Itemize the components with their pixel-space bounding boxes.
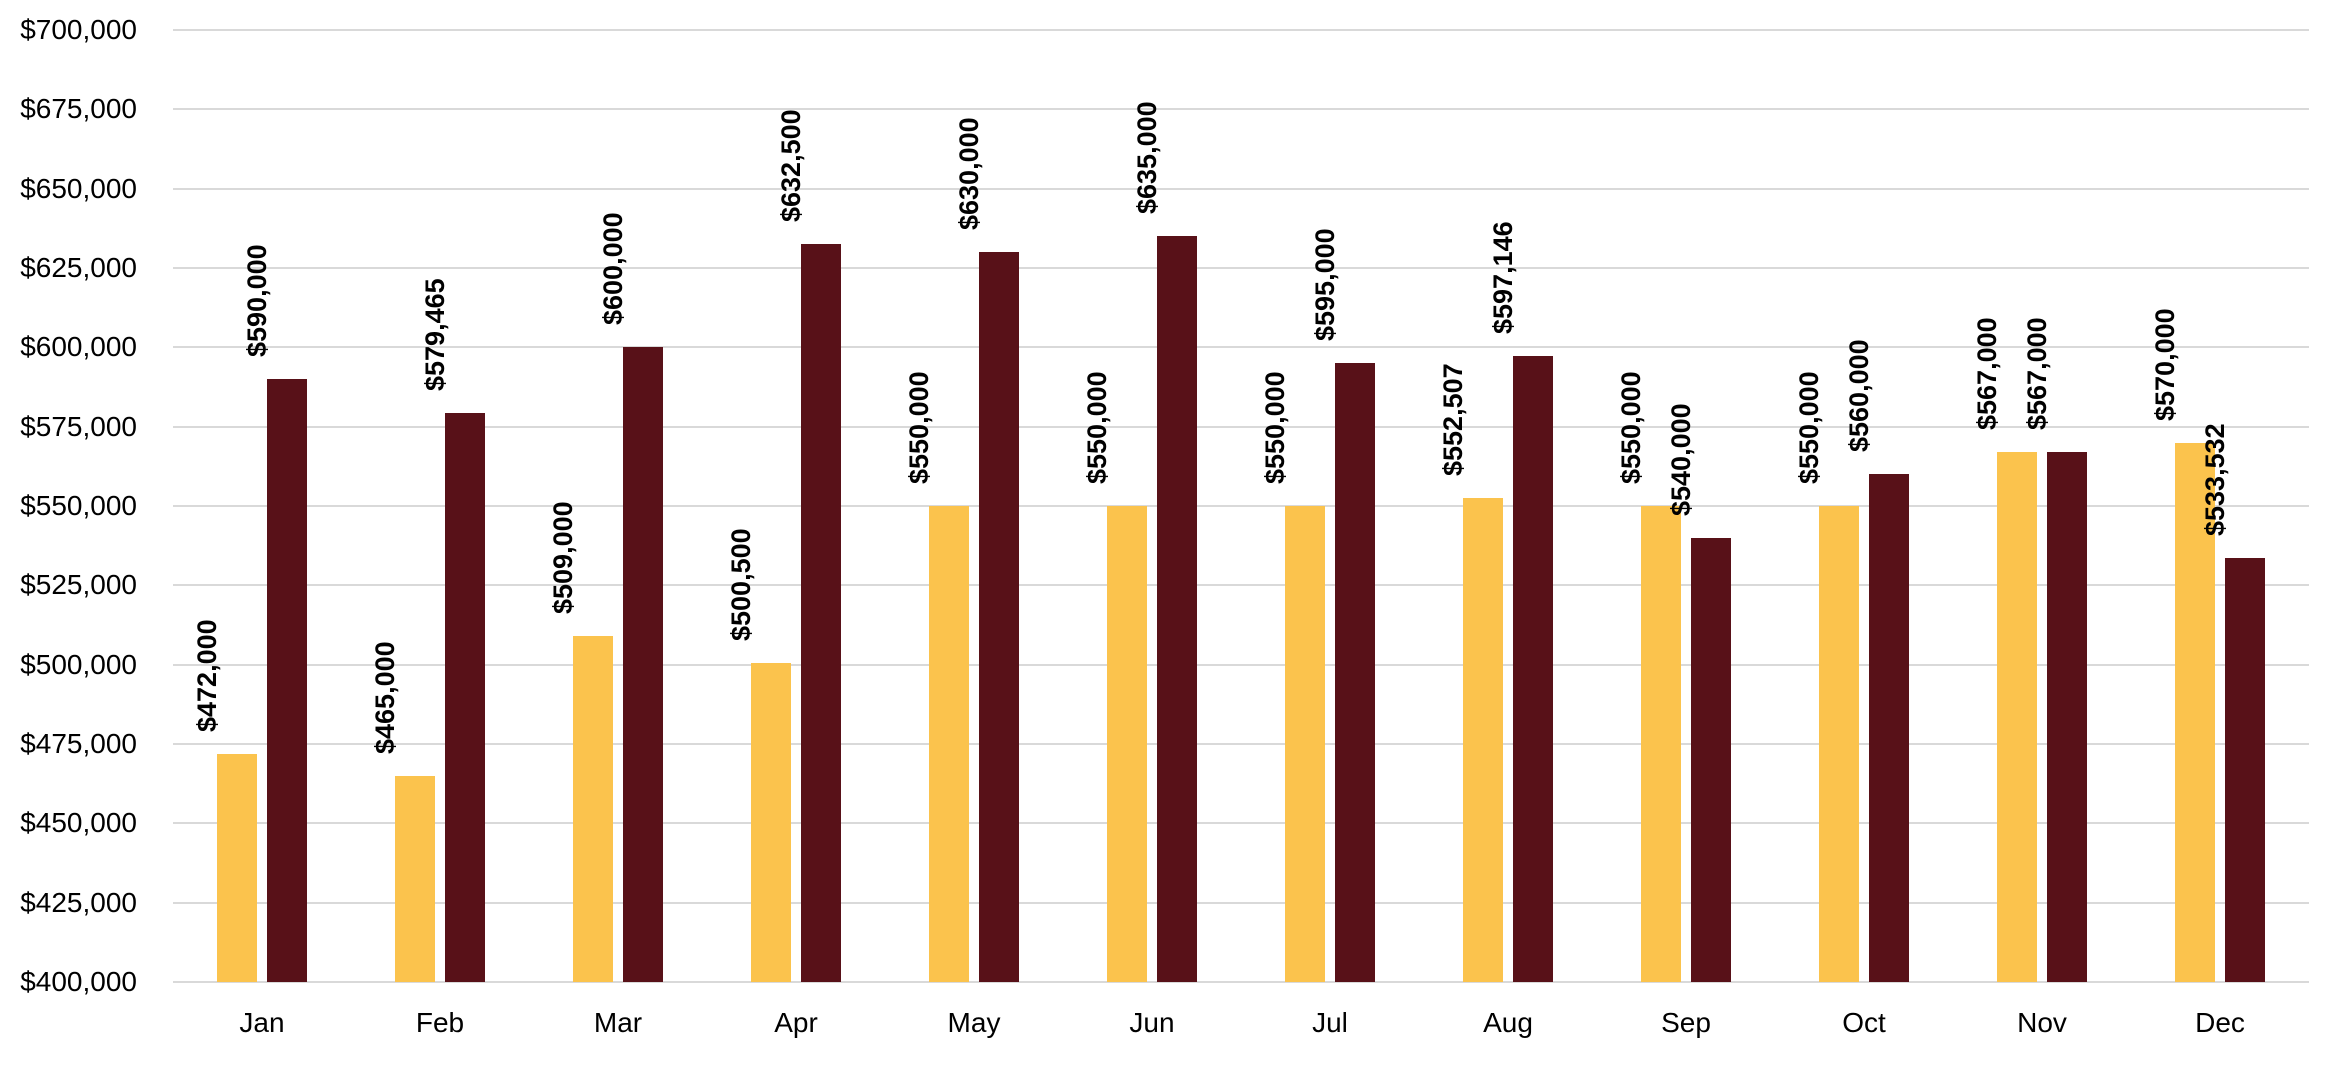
x-tick-label: Aug xyxy=(1483,1007,1533,1038)
gridline xyxy=(173,743,2309,745)
y-tick-label: $625,000 xyxy=(20,252,137,283)
bar-value-label: $550,000 xyxy=(1082,371,1112,484)
gridline xyxy=(173,901,2309,904)
gold-series-bar xyxy=(1997,452,2037,982)
gridline xyxy=(173,29,2309,31)
y-tick-label: $425,000 xyxy=(20,886,137,918)
bar-value-label: $560,000 xyxy=(1844,339,1874,453)
y-tick-label: $575,000 xyxy=(20,410,137,442)
x-tick-label: Nov xyxy=(2017,1007,2067,1038)
bar-value-label: $630,000 xyxy=(954,117,984,231)
maroon-series-bar xyxy=(801,244,841,982)
x-tick-label: May xyxy=(947,1007,1001,1038)
bar-value-label: $533,532 xyxy=(2200,423,2230,537)
gridline xyxy=(173,346,2309,349)
x-tick-label: Mar xyxy=(593,1007,643,1038)
bar-value-label: $540,000 xyxy=(1666,403,1696,516)
maroon-series-bar xyxy=(2225,558,2265,982)
gridline xyxy=(173,267,2309,269)
maroon-series-bar xyxy=(1691,537,1731,982)
gridline xyxy=(173,425,2309,428)
x-tick-label: Jan xyxy=(239,1007,285,1038)
gridline xyxy=(173,505,2309,507)
bar-value-label: $635,000 xyxy=(1132,101,1162,215)
gold-series-bar xyxy=(1107,506,1147,982)
bar-value-label: $567,000 xyxy=(2022,317,2052,431)
y-tick-label: $700,000 xyxy=(20,14,137,45)
y-tick-label: $650,000 xyxy=(20,172,137,204)
bar-value-label: $472,000 xyxy=(192,618,222,732)
bar-value-label: $550,000 xyxy=(1794,371,1824,484)
maroon-series-bar xyxy=(1869,474,1909,982)
gold-series-bar xyxy=(751,663,791,982)
bar-value-label: $550,000 xyxy=(1260,371,1290,484)
x-tick-label: Jul xyxy=(1312,1007,1348,1038)
bar-value-label: $595,000 xyxy=(1310,228,1340,342)
gold-series-bar xyxy=(1641,506,1681,982)
gold-series-bar xyxy=(217,753,257,982)
plot-area: $472,000 $590,000 $465,000 $579,465 $509,000… xyxy=(173,29,2309,983)
bar-value-label: $465,000 xyxy=(370,641,400,754)
bar-value-label: $550,000 xyxy=(1616,371,1646,484)
maroon-series-bar xyxy=(2047,452,2087,982)
maroon-series-bar xyxy=(267,379,307,982)
gold-series-bar xyxy=(395,775,435,982)
bar-value-label: $509,000 xyxy=(548,501,578,615)
bar-value-label: $570,000 xyxy=(2150,307,2180,421)
bar-value-label: $500,500 xyxy=(726,528,756,642)
x-tick-label: Feb xyxy=(415,1007,465,1038)
y-tick-label: $550,000 xyxy=(20,490,137,521)
y-tick-label: $475,000 xyxy=(20,728,137,759)
y-tick-label: $525,000 xyxy=(20,569,137,601)
bar-value-label: $552,507 xyxy=(1438,363,1468,477)
x-tick-label: Dec xyxy=(2195,1007,2245,1038)
gridline xyxy=(173,663,2309,666)
bar-value-label: $600,000 xyxy=(598,212,628,326)
y-tick-label: $450,000 xyxy=(20,807,137,839)
gold-series-bar xyxy=(929,506,969,982)
gold-series-bar xyxy=(2175,442,2215,982)
bar-value-label: $579,465 xyxy=(420,277,450,391)
maroon-series-bar xyxy=(1335,363,1375,982)
maroon-series-bar xyxy=(1513,356,1553,982)
gold-series-bar xyxy=(1285,506,1325,982)
gridline xyxy=(173,822,2309,825)
gridline xyxy=(173,584,2309,587)
maroon-series-bar xyxy=(979,252,1019,982)
bar-value-label: $632,500 xyxy=(776,109,806,223)
bar-value-label: $597,146 xyxy=(1488,221,1518,335)
gridline xyxy=(173,981,2309,983)
maroon-series-bar xyxy=(445,412,485,982)
x-tick-label: Apr xyxy=(774,1007,818,1038)
x-tick-label: Jun xyxy=(1129,1007,1175,1038)
y-tick-label: $600,000 xyxy=(20,331,137,363)
x-tick-label: Sep xyxy=(1661,1007,1711,1038)
bar-value-label: $590,000 xyxy=(242,244,272,358)
gold-series-bar xyxy=(1819,506,1859,982)
gold-series-bar xyxy=(573,636,613,982)
y-tick-label: $675,000 xyxy=(20,93,137,125)
maroon-series-bar xyxy=(1157,236,1197,982)
bar-value-label: $567,000 xyxy=(1972,317,2002,431)
y-tick-label: $500,000 xyxy=(20,648,137,680)
y-tick-label: $400,000 xyxy=(20,966,137,997)
gold-series-bar xyxy=(1463,498,1503,982)
bar-value-label: $550,000 xyxy=(904,371,934,484)
maroon-series-bar xyxy=(623,347,663,982)
gridline xyxy=(173,108,2309,111)
gridline xyxy=(173,187,2309,190)
x-tick-label: Oct xyxy=(1842,1007,1886,1038)
